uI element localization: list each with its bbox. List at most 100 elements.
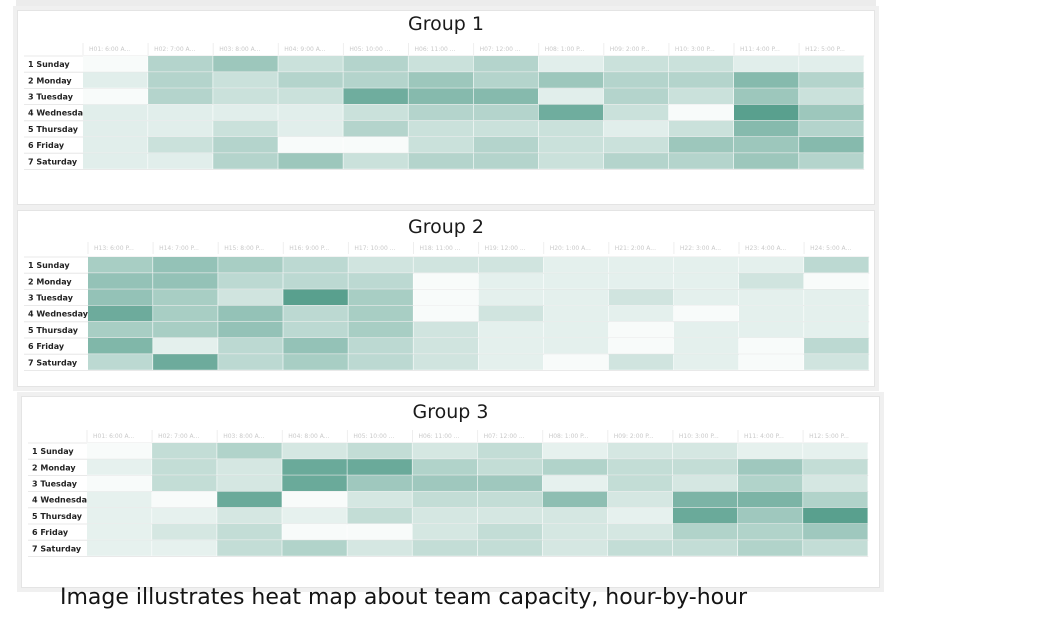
heatmap-cell: [408, 56, 473, 72]
column-label: H02: 7:00 A...: [158, 433, 199, 440]
heatmap-cell: [738, 491, 803, 508]
heatmap-cell: [538, 72, 604, 88]
heatmap-cell: [218, 273, 283, 289]
heatmap-cell: [607, 443, 673, 459]
heatmap-cell: [477, 443, 543, 459]
heatmap-cell: [734, 153, 799, 169]
row-label: 3 Tuesday: [28, 93, 74, 102]
heatmap-cell: [673, 321, 739, 338]
heatmap-cell: [477, 491, 543, 508]
row-label: 2 Monday: [28, 76, 72, 85]
heatmap-cell: [673, 338, 739, 354]
heatmap-group-3: H01: 6:00 A... H02: 7:00 A... H03: 8:00 A.…: [28, 430, 869, 557]
heatmap-cell: [148, 88, 213, 104]
heatmap-cell: [148, 137, 213, 153]
column-label: H11: 4:00 P...: [740, 46, 780, 53]
heatmap-cell: [148, 120, 213, 137]
heatmap-cell: [412, 475, 477, 491]
heatmap-cell: [477, 540, 543, 556]
column-label: H13: 6:00 P...: [94, 245, 134, 252]
heatmap-cell: [477, 459, 543, 475]
heatmap-cell: [412, 507, 477, 524]
heatmap-cell: [153, 354, 218, 370]
heatmap-cell: [213, 72, 278, 88]
heatmap-cell: [152, 475, 217, 491]
row-label: 1 Sunday: [32, 447, 74, 456]
heatmap-cell: [799, 153, 864, 169]
heatmap-cell: [607, 491, 673, 508]
heatmap-cell: [282, 459, 347, 475]
heatmap-cell: [799, 56, 864, 72]
heatmap-panel-group-3: Group 3 H01: 6:00 A... H02: 7:00 A... H03:…: [21, 396, 880, 588]
heatmap-cell: [218, 257, 283, 273]
heatmap-cell: [543, 273, 609, 289]
row-label: 6 Friday: [28, 141, 65, 150]
heatmap-cell: [343, 88, 408, 104]
heatmap-cell: [804, 305, 869, 322]
heatmap-cell: [543, 289, 609, 305]
heatmap-cell: [739, 338, 804, 354]
heatmap-cell: [603, 153, 669, 169]
heatmap-cell: [218, 289, 283, 305]
heatmap-cell: [412, 491, 477, 508]
row-label: 5 Thursday: [32, 512, 83, 521]
heatmap-cell: [603, 88, 669, 104]
column-label: H17: 10:00 ...: [354, 245, 395, 252]
heatmap-cell: [668, 88, 734, 104]
heatmap-cell: [283, 354, 348, 370]
column-label: H05: 10:00 ...: [353, 433, 394, 440]
row-label: 7 Saturday: [28, 157, 78, 166]
heatmap-cell: [148, 72, 213, 88]
heatmap-cell: [218, 354, 283, 370]
column-label: H03: 8:00 A...: [219, 46, 260, 53]
heatmap-cell: [538, 56, 604, 72]
heatmap-cell: [477, 524, 543, 540]
heatmap-cell: [668, 72, 734, 88]
heatmap-cell: [738, 475, 803, 491]
heatmap-cell: [739, 321, 804, 338]
column-label: H08: 1:00 P...: [545, 46, 585, 53]
heatmap-cell: [413, 305, 478, 322]
heatmap-cell: [278, 72, 343, 88]
column-label: H19: 12:00 ...: [485, 245, 526, 252]
heatmap-cell: [152, 459, 217, 475]
heatmap-cell: [738, 443, 803, 459]
heatmap-cell: [408, 72, 473, 88]
heatmap-cell: [538, 104, 604, 121]
heatmap-cell: [803, 540, 868, 556]
heatmap-cell: [217, 443, 282, 459]
heatmap-cell: [478, 354, 544, 370]
heatmap-cell: [799, 120, 864, 137]
heatmap-cell: [348, 338, 413, 354]
heatmap-cell: [148, 104, 213, 121]
chart-title: Group 2: [408, 216, 484, 238]
heatmap-cell: [213, 120, 278, 137]
heatmap-cell: [343, 72, 408, 88]
column-label: H10: 3:00 P...: [675, 46, 715, 53]
chart-title: Group 1: [408, 13, 484, 35]
heatmap-cell: [542, 524, 608, 540]
heatmap-cell: [543, 305, 609, 322]
column-label: H22: 3:00 A...: [680, 245, 721, 252]
heatmap-cell: [803, 524, 868, 540]
heatmap-cell: [799, 88, 864, 104]
heatmap-cell: [668, 56, 734, 72]
heatmap-cell: [473, 56, 539, 72]
row-label: 7 Saturday: [32, 544, 82, 553]
column-label: H18: 11:00 ...: [420, 245, 461, 252]
heatmap-cell: [283, 321, 348, 338]
heatmap-cell: [672, 524, 738, 540]
column-label: H06: 11:00 ...: [415, 46, 456, 53]
heatmap-cell: [83, 137, 148, 153]
heatmap-cell: [473, 72, 539, 88]
heatmap-cell: [278, 104, 343, 121]
heatmap-cell: [148, 153, 213, 169]
row-label: 4 Wednesday: [28, 109, 89, 118]
heatmap-cell: [412, 443, 477, 459]
column-label: H24: 5:00 A...: [810, 245, 851, 252]
chart-title: Group 3: [412, 401, 489, 423]
heatmap-cell: [739, 354, 804, 370]
heatmap-cell: [213, 153, 278, 169]
heatmap-cell: [738, 540, 803, 556]
heatmap-cell: [542, 507, 608, 524]
